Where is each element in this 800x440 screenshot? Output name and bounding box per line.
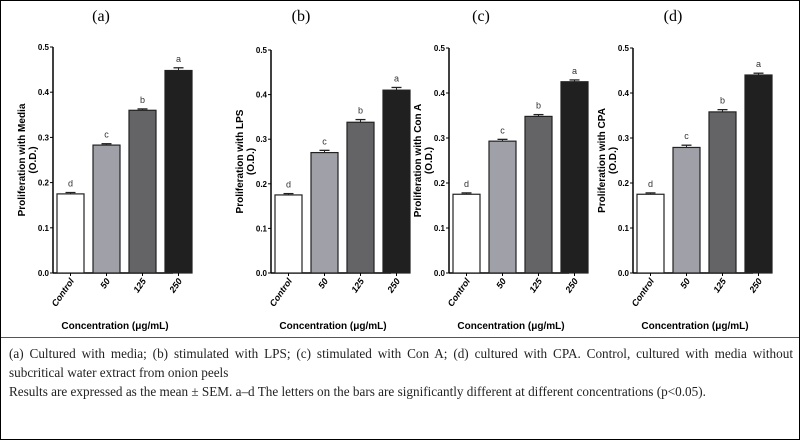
x-tick-label: 250 [167, 276, 184, 295]
significance-letter: c [104, 130, 109, 140]
bar-50 [672, 146, 701, 274]
x-tick-label: Control [268, 276, 295, 308]
y-tick-label: 0.1 [256, 224, 268, 233]
y-axis-unit: (O.D.) [246, 148, 257, 175]
significance-letter: a [176, 54, 181, 64]
y-tick-label: 0.1 [618, 224, 630, 233]
y-tick-label: 0.5 [38, 43, 50, 52]
x-tick-label: 50 [98, 276, 112, 290]
bar-250 [744, 74, 773, 274]
significance-letter: c [322, 136, 327, 146]
significance-letter: c [684, 131, 689, 141]
bar-50 [488, 140, 517, 274]
y-tick-label: 0.1 [38, 224, 50, 233]
caption-legend: (a) Cultured with media; (b) stimulated … [9, 346, 793, 380]
x-axis-title: Concentration (μg/mL) [279, 321, 386, 332]
y-tick-label: 0.3 [256, 135, 268, 144]
y-axis-title: Proliferation with CPA [597, 108, 608, 213]
x-tick-label: 250 [563, 276, 580, 295]
significance-letter: b [536, 101, 541, 111]
y-tick-label: 0.3 [618, 134, 630, 143]
bar-125 [524, 115, 553, 274]
x-tick-label: Control [630, 276, 657, 308]
bar-250 [382, 89, 411, 274]
panel-label: (b) [292, 8, 311, 25]
y-tick-label: 0.2 [38, 179, 50, 188]
significance-letter: d [464, 179, 469, 189]
panel-label: (c) [472, 8, 490, 25]
y-tick-label: 0.3 [434, 134, 446, 143]
x-tick-label: 50 [494, 276, 508, 290]
y-axis-unit: (O.D.) [424, 147, 435, 174]
bar-control [636, 193, 665, 274]
y-tick-label: 0.2 [256, 180, 268, 189]
y-axis-title: Proliferation with Con A [413, 104, 424, 218]
significance-letter: a [572, 66, 577, 76]
y-axis-title: Proliferation with LPS [235, 109, 246, 213]
y-axis-title: Proliferation with Media [17, 103, 28, 216]
divider [1, 337, 799, 338]
x-tick-label: 125 [711, 276, 728, 295]
significance-letter: b [140, 95, 145, 105]
x-tick-label: Control [50, 276, 77, 308]
significance-letter: d [286, 180, 291, 190]
x-tick-label: 50 [678, 276, 692, 290]
bar-control [452, 193, 481, 274]
y-tick-label: 0.4 [256, 91, 268, 100]
caption-notes: Results are expressed as the mean ± SEM.… [9, 384, 706, 399]
y-tick-label: 0.0 [618, 269, 630, 278]
bar-250 [560, 81, 589, 274]
bar-125 [128, 109, 157, 274]
y-tick-label: 0.0 [38, 269, 50, 278]
y-tick-label: 0.2 [618, 179, 630, 188]
significance-letter: b [720, 96, 725, 106]
bar-control [274, 194, 303, 274]
significance-letter: a [756, 59, 761, 69]
x-tick-label: 125 [349, 276, 366, 295]
bar-125 [346, 121, 375, 274]
significance-letter: d [68, 179, 73, 189]
bar-control [56, 193, 85, 274]
significance-letter: d [648, 179, 653, 189]
y-tick-label: 0.0 [256, 269, 268, 278]
bar-125 [708, 111, 737, 274]
x-tick-label: 50 [316, 276, 330, 290]
y-tick-label: 0.5 [434, 44, 446, 53]
bar-50 [92, 144, 121, 274]
bar-50 [310, 151, 339, 274]
bar-charts: (a) 0.0 0.1 0.2 0.3 0.4 0.5 Proliferation with … [17, 8, 773, 332]
chart-panel-b: (b) 0.0 0.1 0.2 0.3 0.4 0.5 Proliferation with … [235, 8, 411, 332]
significance-letter: c [500, 125, 505, 135]
y-tick-label: 0.3 [38, 133, 50, 142]
y-axis-unit: (O.D.) [28, 146, 39, 173]
x-axis-title: Concentration (μg/mL) [61, 321, 168, 332]
y-tick-label: 0.5 [256, 46, 268, 55]
y-tick-label: 0.2 [434, 179, 446, 188]
y-tick-label: 0.4 [618, 89, 630, 98]
x-tick-label: 250 [747, 276, 764, 295]
y-tick-label: 0.5 [618, 44, 630, 53]
y-tick-label: 0.4 [434, 89, 446, 98]
panel-label: (a) [92, 8, 110, 25]
x-axis-title: Concentration (μg/mL) [641, 321, 748, 332]
y-tick-label: 0.4 [38, 88, 50, 97]
chart-panel-d: (d) 0.0 0.1 0.2 0.3 0.4 0.5 Proliferation with … [597, 8, 773, 332]
x-tick-label: 250 [385, 276, 402, 295]
x-axis-title: Concentration (μg/mL) [457, 321, 564, 332]
significance-letter: a [394, 73, 399, 83]
chart-panel-c: (c) 0.0 0.1 0.2 0.3 0.4 0.5 Proliferation with … [413, 8, 589, 332]
panel-label: (d) [664, 8, 683, 25]
y-axis-unit: (O.D.) [608, 147, 619, 174]
x-tick-label: 125 [527, 276, 544, 295]
x-tick-label: Control [446, 276, 473, 308]
y-tick-label: 0.1 [434, 224, 446, 233]
chart-panel-a: (a) 0.0 0.1 0.2 0.3 0.4 0.5 Proliferation with … [17, 8, 193, 332]
significance-letter: b [358, 106, 363, 116]
y-tick-label: 0.0 [434, 269, 446, 278]
x-tick-label: 125 [131, 276, 148, 295]
bar-250 [164, 69, 193, 274]
